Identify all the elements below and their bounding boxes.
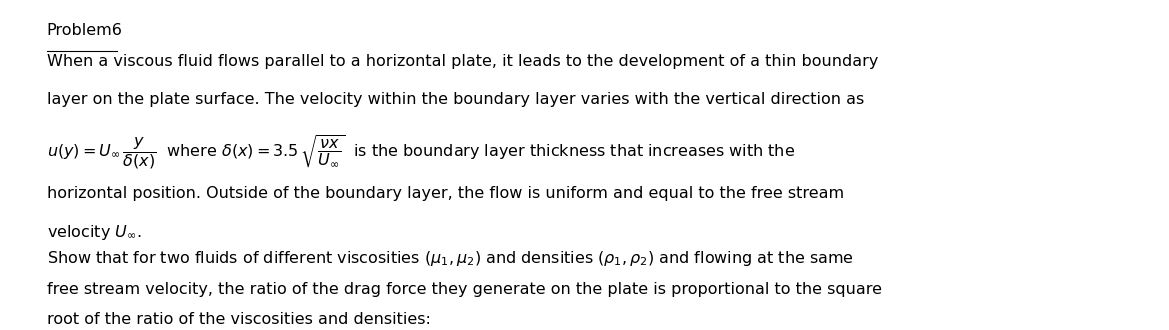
Text: Show that for two fluids of different viscosities $(\mu_1, \mu_2)$ and densities: Show that for two fluids of different vi… [47,249,853,268]
Text: velocity $U_{\infty}$.: velocity $U_{\infty}$. [47,223,141,242]
Text: layer on the plate surface. The velocity within the boundary layer varies with t: layer on the plate surface. The velocity… [47,92,864,107]
Text: free stream velocity, the ratio of the drag force they generate on the plate is : free stream velocity, the ratio of the d… [47,282,881,297]
Text: When a viscous fluid flows parallel to a horizontal plate, it leads to the devel: When a viscous fluid flows parallel to a… [47,54,878,69]
Text: horizontal position. Outside of the boundary layer, the flow is uniform and equa: horizontal position. Outside of the boun… [47,186,844,201]
Text: $u(y) = U_{\infty}\,\dfrac{y}{\delta(x)}$  where $\delta(x) = 3.5\,\sqrt{\dfrac{: $u(y) = U_{\infty}\,\dfrac{y}{\delta(x)}… [47,134,795,171]
Text: root of the ratio of the viscosities and densities:: root of the ratio of the viscosities and… [47,312,430,327]
Text: Problem6: Problem6 [47,23,123,38]
